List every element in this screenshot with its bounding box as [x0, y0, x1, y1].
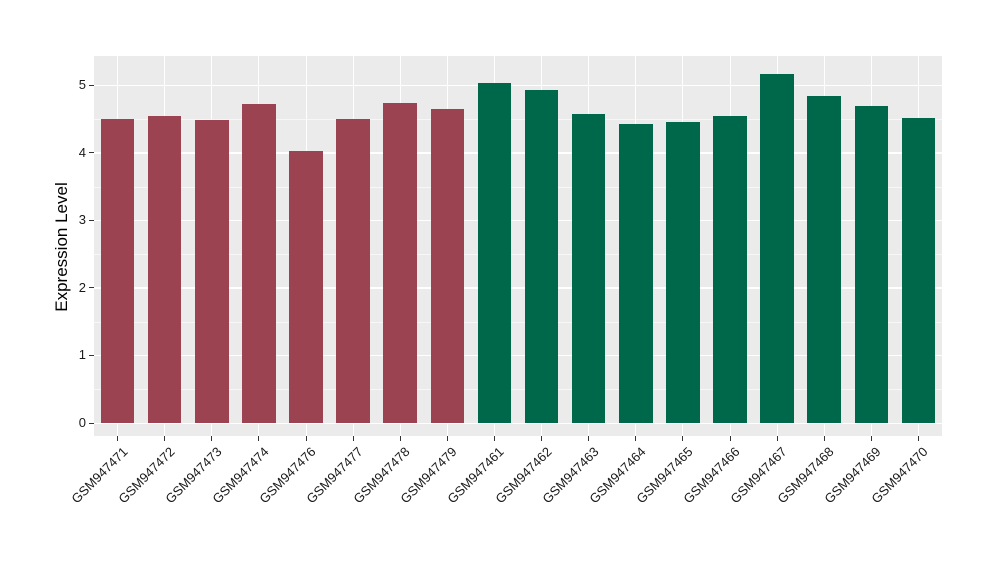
bar-GSM947472 — [147, 115, 182, 423]
bar-GSM947463 — [571, 113, 606, 423]
x-tick-mark — [117, 436, 119, 441]
x-tick-mark — [776, 436, 778, 441]
bar-GSM947468 — [807, 96, 841, 423]
y-tick-mark — [89, 152, 94, 154]
bar-GSM947477 — [336, 119, 370, 423]
y-tick-label: 1 — [78, 347, 86, 363]
x-tick-mark — [352, 436, 354, 441]
plot-panel — [94, 56, 942, 436]
x-tick-mark — [258, 436, 260, 441]
y-axis-title: Expression Level — [52, 182, 71, 312]
x-tick-mark — [870, 436, 872, 441]
y-tick-label: 5 — [78, 77, 86, 93]
y-tick-label: 2 — [78, 279, 86, 295]
y-tick-mark — [89, 422, 94, 424]
bar-GSM947473 — [195, 120, 229, 423]
y-tick-mark — [89, 287, 94, 289]
bar-GSM947469 — [854, 106, 889, 423]
y-tick-label: 3 — [78, 212, 86, 228]
x-tick-mark — [541, 436, 543, 441]
x-tick-mark — [823, 436, 825, 441]
y-tick-label: 0 — [78, 415, 86, 430]
y-tick-mark — [89, 219, 94, 221]
y-tick-label: 4 — [78, 144, 86, 160]
bar-GSM947479 — [430, 108, 465, 423]
major-gridline — [94, 287, 942, 289]
bar-GSM947474 — [242, 104, 276, 423]
major-gridline — [94, 219, 942, 222]
x-tick-mark — [635, 436, 637, 441]
x-tick-mark — [917, 436, 919, 441]
x-tick-mark — [164, 436, 166, 441]
major-gridline — [94, 84, 942, 87]
minor-gridline — [94, 321, 942, 323]
x-tick-mark — [493, 436, 495, 441]
y-tick-mark — [89, 354, 94, 356]
bar-GSM947461 — [477, 83, 512, 423]
bar-GSM947462 — [524, 90, 559, 423]
minor-gridline — [94, 389, 942, 391]
x-tick-mark — [588, 436, 590, 441]
x-tick-mark — [682, 436, 684, 441]
bar-GSM947465 — [666, 121, 700, 423]
major-gridline — [94, 354, 942, 357]
bar-GSM947470 — [901, 117, 936, 423]
x-tick-mark — [399, 436, 401, 441]
x-tick-mark — [211, 436, 213, 441]
minor-gridline — [94, 119, 942, 121]
minor-gridline — [94, 254, 942, 256]
bar-GSM947478 — [383, 102, 417, 423]
y-tick-mark — [89, 84, 94, 86]
x-tick-mark — [305, 436, 307, 441]
bar-GSM947476 — [289, 150, 323, 423]
bar-GSM947464 — [619, 123, 653, 423]
bar-GSM947466 — [713, 116, 747, 423]
major-gridline — [94, 152, 942, 154]
bar-GSM947471 — [100, 119, 135, 423]
x-tick-mark — [446, 436, 448, 441]
x-tick-mark — [729, 436, 731, 441]
major-gridline — [94, 422, 942, 424]
minor-gridline — [94, 186, 942, 188]
bar-GSM947467 — [760, 73, 794, 423]
